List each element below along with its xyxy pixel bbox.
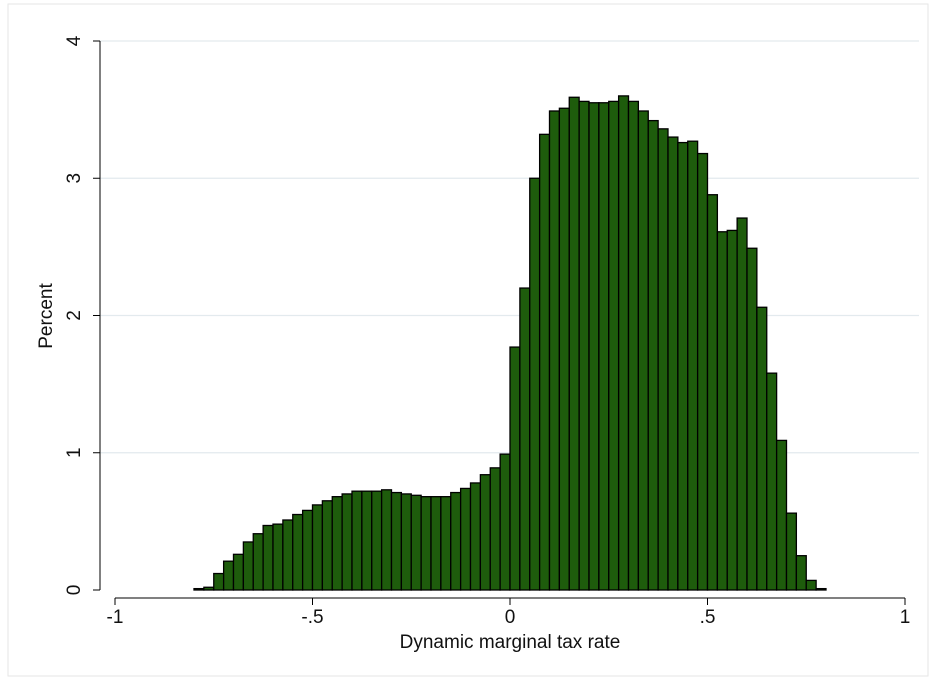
bar — [459, 487, 472, 591]
bar — [687, 140, 699, 591]
bar — [746, 247, 758, 591]
bar — [785, 512, 798, 591]
bar — [272, 523, 284, 591]
bar — [292, 513, 304, 591]
bar — [617, 95, 630, 591]
bar — [519, 287, 531, 591]
y-tick-label: 4 — [64, 35, 85, 46]
bar — [420, 496, 432, 591]
bar — [568, 96, 580, 591]
bar — [529, 177, 541, 591]
bar — [548, 110, 561, 591]
x-tick-label: .5 — [700, 607, 716, 628]
x-tick-label: -1 — [107, 607, 124, 628]
bar — [242, 541, 254, 591]
x-axis-label: Dynamic marginal tax rate — [400, 632, 621, 653]
bar — [805, 579, 817, 591]
bar — [203, 586, 215, 591]
bar — [657, 128, 669, 591]
bar — [598, 102, 610, 591]
bar — [627, 100, 640, 591]
y-tick-label: 1 — [64, 447, 85, 458]
bar — [509, 346, 521, 591]
bar — [341, 493, 353, 591]
bar — [321, 500, 333, 591]
bar — [252, 533, 264, 591]
bar — [588, 102, 600, 591]
bar — [766, 372, 778, 591]
bar — [410, 494, 422, 591]
bar — [677, 141, 689, 591]
bar — [558, 107, 570, 591]
bar — [390, 491, 403, 591]
bar — [479, 474, 491, 591]
bar — [608, 100, 620, 591]
bar — [222, 560, 235, 591]
bar — [282, 519, 294, 591]
bar — [696, 152, 709, 591]
bar — [795, 555, 807, 591]
bar — [193, 587, 205, 591]
bar — [815, 587, 827, 591]
y-axis-label: Percent — [36, 283, 57, 349]
y-tick-label: 2 — [64, 310, 85, 321]
bar — [647, 119, 659, 591]
bar — [262, 524, 274, 591]
bar — [756, 306, 768, 591]
bar — [232, 553, 245, 591]
x-tick-label: 0 — [505, 607, 516, 628]
bar — [430, 496, 442, 591]
bar — [351, 490, 363, 591]
bar — [499, 453, 511, 591]
bar — [213, 572, 225, 591]
bar — [489, 467, 501, 591]
y-tick-label: 3 — [64, 173, 85, 184]
bar — [726, 229, 738, 591]
bar — [775, 439, 788, 591]
x-tick-label: 1 — [900, 607, 911, 628]
bar — [371, 490, 383, 591]
bar — [637, 110, 649, 591]
bar — [361, 490, 373, 591]
bar — [578, 100, 590, 591]
bar — [301, 509, 314, 591]
bar — [450, 491, 462, 591]
x-tick-label: -.5 — [301, 607, 323, 628]
bar — [331, 496, 343, 591]
bar — [311, 504, 324, 591]
y-tick-label: 0 — [64, 585, 85, 596]
bar — [538, 133, 551, 591]
bar — [400, 493, 412, 591]
bar — [380, 489, 393, 591]
bar — [736, 217, 748, 591]
bar — [469, 482, 482, 591]
bar — [716, 231, 728, 591]
bar — [706, 194, 719, 591]
bar — [667, 136, 679, 591]
bar — [440, 496, 452, 591]
